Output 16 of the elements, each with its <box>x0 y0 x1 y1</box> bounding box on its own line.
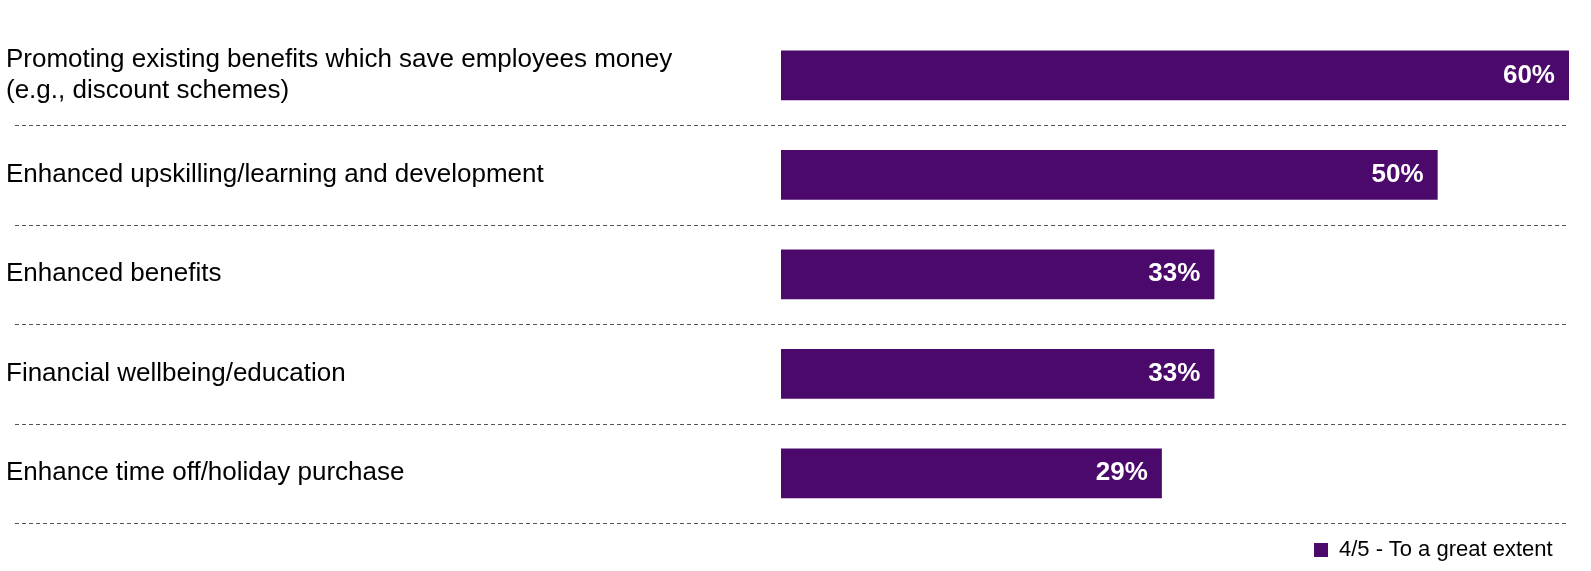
data-label: 33% <box>1148 356 1201 387</box>
data-label: 60% <box>1502 58 1555 89</box>
data-label: 33% <box>1148 257 1201 288</box>
bar <box>781 249 1215 300</box>
legend-label: 4/5 - To a great extent <box>1338 536 1553 562</box>
y-tick-label: Financial wellbeing/education <box>6 356 346 387</box>
y-tick-label: Enhance time off/holiday purchase <box>6 456 405 487</box>
y-tick-label: Enhanced upskilling/learning and development <box>6 157 545 188</box>
data-label: 50% <box>1371 157 1424 188</box>
bar <box>781 348 1215 399</box>
bar <box>781 50 1569 101</box>
y-tick-label: Enhanced benefits <box>6 257 222 288</box>
y-tick-label: Promoting existing benefits which save employees money (e.g., discount schemes) <box>6 42 673 105</box>
bar <box>781 448 1162 499</box>
data-label: 29% <box>1095 456 1148 487</box>
bar <box>781 149 1438 200</box>
